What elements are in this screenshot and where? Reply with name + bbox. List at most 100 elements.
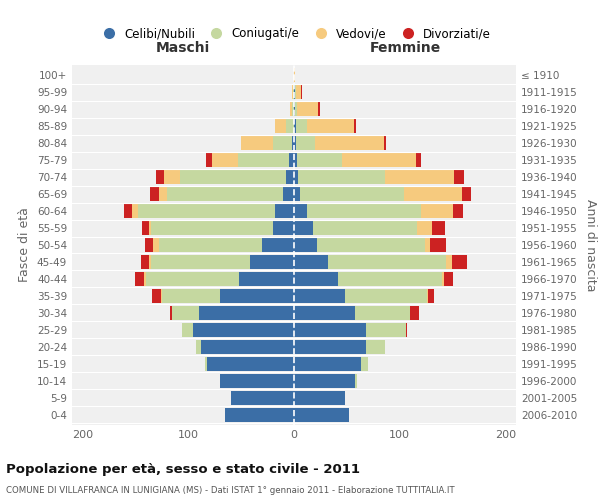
Bar	[136, 272, 144, 286]
Bar	[406, 322, 407, 337]
Bar	[146, 272, 239, 286]
Bar	[384, 136, 386, 150]
Bar	[292, 85, 293, 100]
Bar	[294, 322, 366, 337]
Bar	[294, 255, 328, 269]
Bar	[454, 170, 464, 184]
Bar	[428, 288, 434, 303]
Bar	[149, 221, 151, 235]
Bar	[295, 102, 297, 117]
Bar	[205, 356, 208, 371]
Bar	[155, 170, 164, 184]
Bar	[124, 204, 132, 218]
Bar	[220, 374, 294, 388]
Bar	[416, 221, 433, 235]
Bar	[430, 238, 446, 252]
Y-axis label: Fasce di età: Fasce di età	[19, 208, 31, 282]
Bar	[162, 288, 220, 303]
Bar	[208, 356, 294, 371]
Bar	[425, 238, 430, 252]
Bar	[294, 408, 349, 422]
Bar	[230, 390, 294, 405]
Bar	[410, 306, 419, 320]
Bar	[182, 322, 193, 337]
Bar	[273, 221, 294, 235]
Bar	[313, 221, 416, 235]
Bar	[158, 187, 167, 202]
Bar	[241, 136, 273, 150]
Bar	[462, 187, 470, 202]
Bar	[341, 153, 416, 168]
Bar	[201, 340, 294, 354]
Bar	[404, 187, 462, 202]
Bar	[345, 288, 427, 303]
Bar	[294, 187, 301, 202]
Bar	[296, 136, 315, 150]
Bar	[338, 272, 442, 286]
Bar	[225, 408, 294, 422]
Bar	[151, 255, 250, 269]
Bar	[294, 374, 355, 388]
Bar	[416, 153, 421, 168]
Bar	[149, 255, 151, 269]
Bar	[172, 306, 199, 320]
Bar	[250, 255, 294, 269]
Bar	[294, 102, 295, 117]
Bar	[141, 255, 149, 269]
Bar	[290, 102, 292, 117]
Bar	[294, 204, 307, 218]
Bar	[145, 238, 154, 252]
Bar	[275, 119, 286, 134]
Bar	[294, 68, 295, 82]
Bar	[294, 272, 338, 286]
Bar	[296, 85, 301, 100]
Bar	[137, 204, 275, 218]
Bar	[294, 390, 345, 405]
Bar	[212, 153, 238, 168]
Bar	[427, 288, 428, 303]
Bar	[366, 340, 385, 354]
Bar	[294, 153, 297, 168]
Bar	[294, 356, 361, 371]
Bar	[275, 204, 294, 218]
Bar	[294, 238, 317, 252]
Bar	[294, 221, 313, 235]
Bar	[170, 306, 172, 320]
Y-axis label: Anni di nascita: Anni di nascita	[584, 198, 597, 291]
Text: Maschi: Maschi	[156, 41, 210, 55]
Bar	[301, 187, 404, 202]
Bar	[286, 119, 294, 134]
Bar	[442, 272, 444, 286]
Bar	[328, 255, 446, 269]
Bar	[295, 85, 296, 100]
Bar	[355, 306, 410, 320]
Bar	[144, 272, 146, 286]
Bar	[446, 255, 452, 269]
Bar	[161, 288, 162, 303]
Bar	[294, 85, 295, 100]
Bar	[180, 170, 286, 184]
Bar	[273, 136, 292, 150]
Bar	[294, 306, 355, 320]
Bar	[158, 238, 262, 252]
Bar	[296, 119, 307, 134]
Bar	[238, 153, 289, 168]
Bar	[150, 187, 158, 202]
Bar	[298, 170, 385, 184]
Bar	[132, 204, 137, 218]
Bar	[354, 119, 356, 134]
Bar	[199, 306, 294, 320]
Bar	[154, 238, 158, 252]
Bar	[307, 204, 421, 218]
Bar	[366, 322, 406, 337]
Bar	[286, 170, 294, 184]
Bar	[297, 102, 319, 117]
Bar	[164, 170, 180, 184]
Bar	[307, 119, 354, 134]
Bar	[289, 153, 294, 168]
Bar	[317, 238, 425, 252]
Bar	[433, 221, 445, 235]
Bar	[220, 288, 294, 303]
Bar	[294, 119, 296, 134]
Bar	[361, 356, 368, 371]
